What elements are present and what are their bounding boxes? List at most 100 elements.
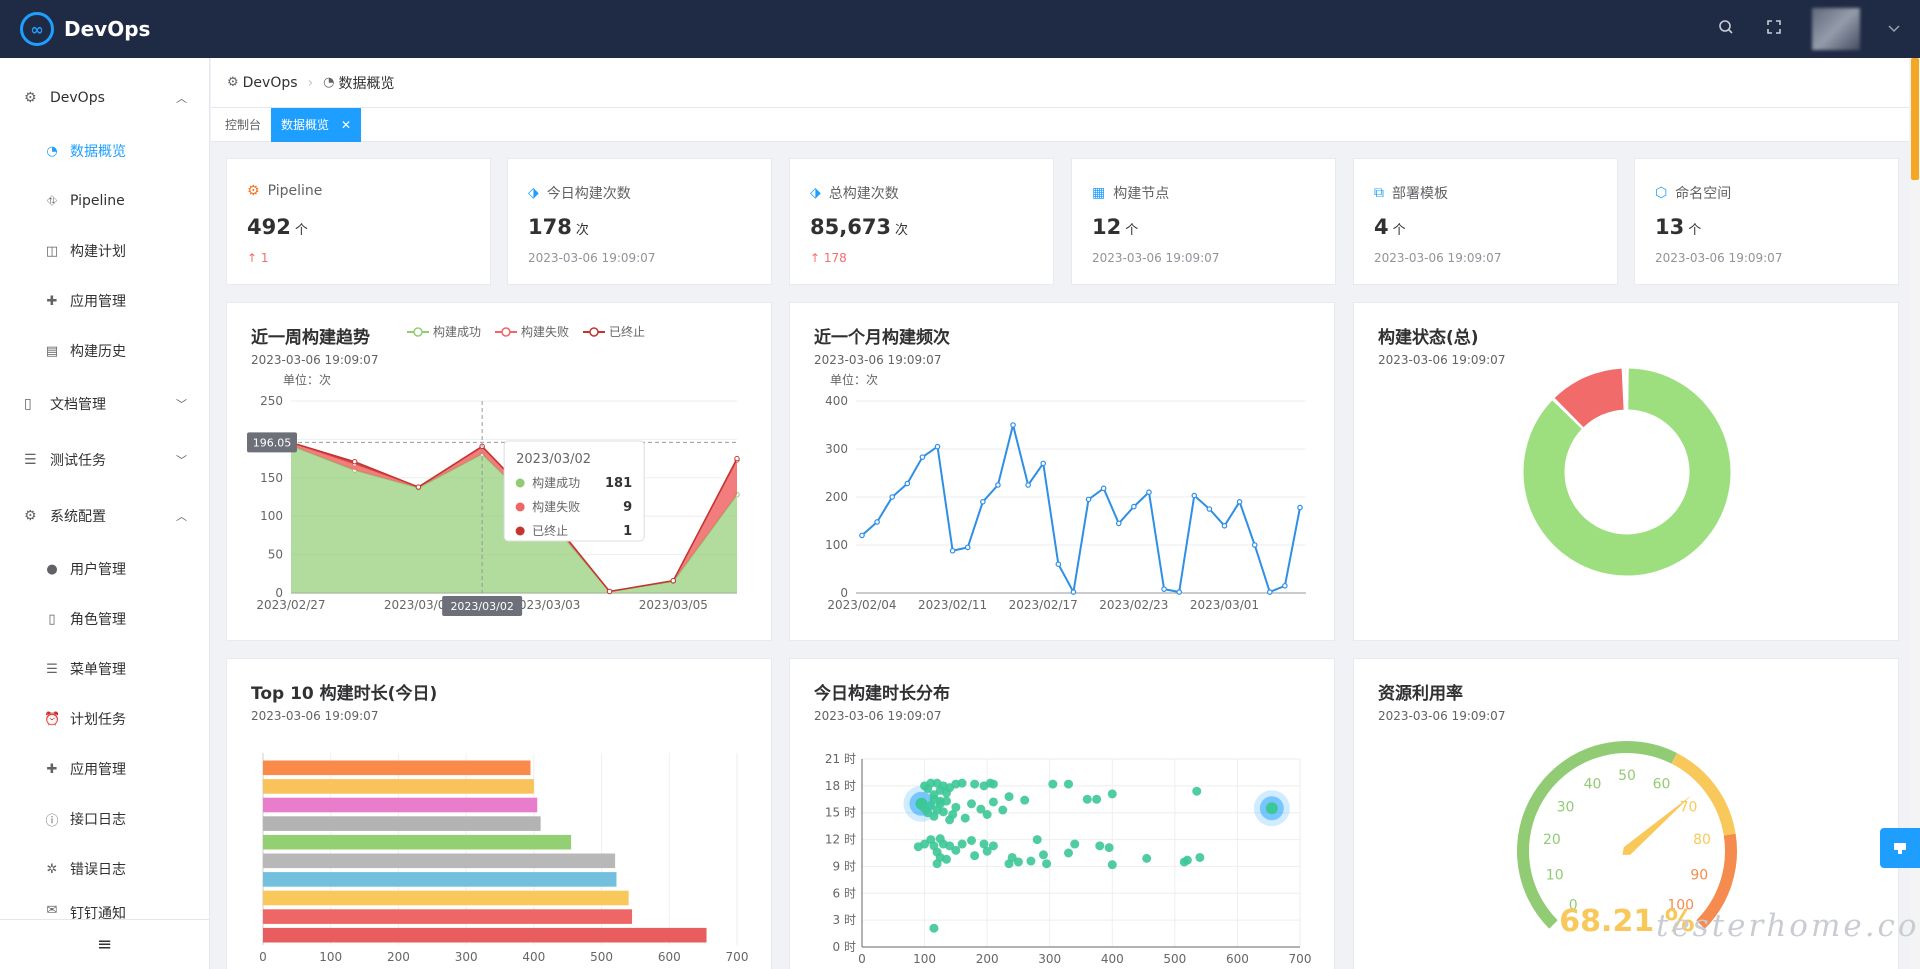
app-icon: ✚: [46, 761, 58, 777]
sidebar-item-overview[interactable]: ◔ 数据概览: [0, 126, 209, 176]
sidebar-item-app-manage[interactable]: ✚ 应用管理: [0, 276, 209, 326]
menu-group-docs[interactable]: ▯ 文档管理 ﹀: [0, 376, 209, 432]
dashboard-icon: ◔: [46, 143, 58, 159]
page-scrollbar-thumb[interactable]: [1911, 58, 1919, 180]
user-avatar[interactable]: [1812, 8, 1860, 50]
x-tick-label: 2023/02/27: [256, 598, 325, 612]
sidebar-item-dingtalk[interactable]: ✉ 钉钉通知: [0, 894, 209, 924]
data-point: [934, 443, 941, 450]
data-point: [980, 499, 986, 505]
sidebar-item-label: 构建历史: [70, 344, 126, 360]
menu-list-icon: ☰: [46, 661, 58, 677]
notification-icon: ✉: [46, 903, 58, 918]
tab-overview[interactable]: 数据概览 ✕: [271, 107, 362, 142]
scatter-point: [970, 851, 980, 861]
sidebar-item-scheduled-tasks[interactable]: ⏰ 计划任务: [0, 694, 209, 744]
legend-marker: [501, 327, 511, 337]
gauge-pointer: [1622, 794, 1693, 855]
data-point: [1100, 485, 1107, 492]
sidebar-item-label: 接口日志: [70, 812, 126, 828]
top-navbar: ∞ DevOps: [0, 0, 1920, 58]
y-tick-label: 300: [825, 442, 848, 456]
app-icon: ✚: [46, 293, 58, 309]
sidebar-item-label: 应用管理: [70, 762, 126, 778]
scatter-point: [957, 839, 967, 849]
top10-duration-chart[interactable]: 0 100 200 300 400 500 600 700: [227, 659, 773, 969]
stat-card-build-nodes: ▦ 构建节点 12 个 2023-03-06 19:09:07: [1071, 158, 1336, 285]
x-tick-label: 200: [387, 950, 410, 964]
sidebar-item-api-logs[interactable]: ⓘ 接口日志: [0, 794, 209, 844]
watermark: testerhome.com: [1656, 908, 1920, 944]
page-scrollbar[interactable]: [1910, 58, 1920, 969]
sidebar-item-app-manage-2[interactable]: ✚ 应用管理: [0, 744, 209, 794]
sidebar-item-build-plan[interactable]: ◫ 构建计划: [0, 226, 209, 276]
monthly-frequency-chart[interactable]: 单位：次 0 100 200 300 400 2023/02/04 2023/02/11 202…: [790, 303, 1336, 642]
gear-icon: ⚙: [227, 75, 239, 90]
tooltip-title: 2023/03/02: [516, 452, 591, 467]
tooltip-series-name: 构建成功: [532, 475, 580, 490]
highlight-point: [915, 797, 928, 810]
menu-group-settings[interactable]: ⚙ 系统配置 ︿: [0, 488, 209, 544]
sidebar-item-users[interactable]: ● 用户管理: [0, 544, 209, 594]
tooltip-marker: [515, 526, 525, 536]
scatter-point: [982, 810, 992, 820]
data-point: [1146, 489, 1152, 496]
x-pointer-label-bg: [442, 596, 523, 616]
tab-console[interactable]: 控制台: [225, 118, 262, 132]
bar: [263, 834, 572, 850]
sidebar-item-label: 应用管理: [70, 294, 126, 310]
scatter-point: [1048, 779, 1058, 789]
panel-title: 资源利用率: [1378, 684, 1463, 704]
scatter-point: [926, 778, 936, 788]
build-status-donut[interactable]: [1354, 303, 1900, 642]
breadcrumb-root[interactable]: DevOps: [242, 74, 298, 91]
pie-slice-构建失败: [1553, 367, 1625, 429]
data-point: [1085, 496, 1092, 503]
x-tick-label: 400: [522, 950, 545, 964]
tag-icon: ⬗: [528, 185, 539, 201]
app-logo[interactable]: ∞ DevOps: [20, 12, 150, 46]
menu-group-devops[interactable]: ⚙ DevOps ︿: [0, 70, 209, 126]
scatter-point: [938, 807, 948, 817]
scatter-point: [1107, 789, 1117, 799]
floating-action-icon[interactable]: [1880, 828, 1920, 868]
stat-card-namespaces: ⬡ 命名空间 13 个 2023-03-06 19:09:07: [1634, 158, 1899, 285]
weekly-trend-chart[interactable]: 单位：次0501001502002502023/02/272023/03/012…: [227, 303, 773, 642]
scatter-point: [1013, 857, 1023, 867]
tooltip-series-name: 已终止: [532, 523, 568, 538]
close-icon[interactable]: ✕: [341, 117, 352, 132]
x-tick-label: 2023/03/01: [384, 598, 453, 612]
duration-distribution-chart[interactable]: 0 时 3 时 6 时 9 时 12 时 15 时 18 时 21 时 0 100 200 300 40…: [790, 659, 1336, 969]
tooltip-value: 1: [623, 524, 632, 539]
settings-icon: ⚙: [24, 508, 37, 524]
data-point: [904, 480, 911, 487]
sidebar-item-label: 钉钉通知: [70, 906, 126, 922]
data-point: [1266, 589, 1273, 595]
y-tick-label: 21 时: [825, 752, 856, 766]
x-tick-label: 100: [319, 950, 342, 964]
sidebar-item-error-logs[interactable]: ✲ 错误日志: [0, 844, 209, 894]
fullscreen-icon[interactable]: [1764, 19, 1784, 39]
data-point: [1221, 523, 1228, 529]
menu-group-tests[interactable]: ☰ 测试任务 ﹀: [0, 432, 209, 488]
stat-value: 178: [528, 215, 572, 239]
sidebar-item-roles[interactable]: ▯ 角色管理: [0, 594, 209, 644]
sidebar-item-pipeline[interactable]: ⛗ Pipeline: [0, 176, 209, 226]
y-axis-unit-label: 单位：次: [830, 372, 878, 387]
x-tick-label: 2023/02/11: [918, 598, 987, 612]
sidebar-item-menus[interactable]: ☰ 菜单管理: [0, 644, 209, 694]
search-icon[interactable]: [1716, 19, 1736, 39]
chevron-down-icon[interactable]: [1888, 22, 1900, 36]
hamburger-icon[interactable]: ≡: [0, 919, 209, 969]
stat-value: 13: [1655, 215, 1685, 239]
legend-label: 已终止: [609, 324, 645, 339]
pie-slice-构建成功: [1522, 367, 1732, 577]
scatter-point: [998, 805, 1008, 815]
menu-group-label: 文档管理: [50, 397, 106, 413]
bug-icon: ✲: [46, 861, 58, 877]
sidebar-item-build-history[interactable]: ▤ 构建历史: [0, 326, 209, 376]
stat-foot: 2023-03-06 19:09:07: [528, 251, 656, 265]
gear-icon: ⚙: [24, 90, 37, 106]
